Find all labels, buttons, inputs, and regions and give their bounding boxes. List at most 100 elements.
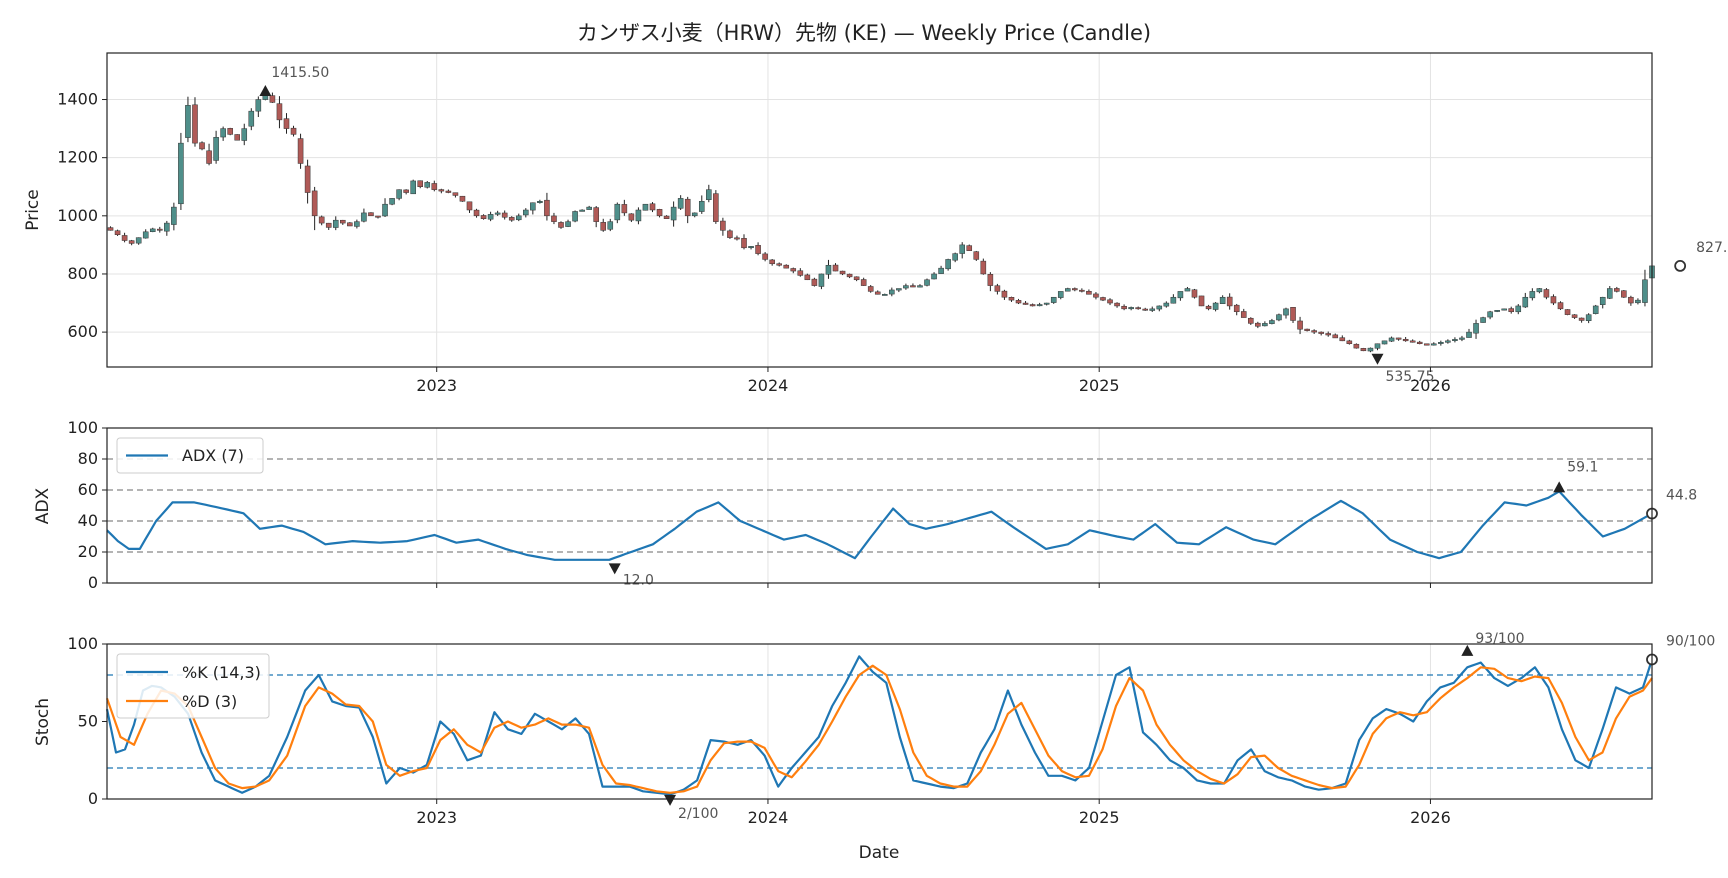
candle-body [431, 183, 438, 190]
candle-body [825, 264, 832, 275]
price-panel: 1415.50 535.75 827.75 600 800 1000 1200 1400 2… [23, 52, 1728, 395]
candle-body [487, 214, 494, 220]
candle-body [881, 294, 888, 296]
adx-x-ticks [436, 583, 1431, 588]
candle-body [1149, 308, 1156, 311]
candle-body [227, 128, 233, 135]
candle-body [1332, 334, 1339, 339]
stoch-lines [105, 655, 1654, 796]
candle-body [938, 267, 944, 274]
candle-body [670, 206, 677, 221]
candle-body [1353, 343, 1360, 349]
candle-body [987, 274, 994, 286]
candle-body [1628, 296, 1634, 304]
candle-body [1431, 343, 1437, 346]
candle-body [1557, 302, 1564, 310]
candle-body [952, 253, 958, 261]
candle-body [1184, 288, 1191, 292]
candle-body [121, 235, 128, 241]
candle-body [558, 222, 564, 228]
candle-body [867, 286, 874, 292]
series-line-adx-7- [106, 490, 1653, 561]
candle-body [424, 182, 431, 188]
candle-body [1325, 333, 1332, 336]
candle-body [1163, 302, 1170, 307]
candle-body [114, 230, 121, 235]
candle-body [642, 203, 649, 211]
candle-body [1022, 302, 1029, 305]
candle-body [1072, 288, 1078, 291]
candle-body [706, 189, 712, 200]
candle-body [720, 220, 726, 231]
candle-body [1086, 290, 1092, 295]
candle-body [192, 104, 198, 144]
candle-body [269, 95, 276, 103]
price-candles [107, 92, 1655, 353]
annotation-label: 93/100 [1475, 631, 1524, 647]
candle-body [959, 244, 965, 254]
stoch-gridlines [107, 644, 1652, 799]
candle-body [1522, 296, 1529, 308]
candle-body [354, 221, 360, 227]
candle-body [1219, 296, 1226, 304]
candle-body [649, 203, 656, 211]
candle-body [1205, 305, 1212, 310]
candle-body [579, 209, 585, 212]
candle-body [544, 199, 550, 217]
candle-body [1043, 302, 1050, 305]
candle-body [1388, 337, 1395, 342]
candle-body [347, 222, 353, 227]
adx-legend: ADX (7) [116, 437, 264, 474]
candle-body [452, 192, 459, 196]
max-marker [259, 85, 272, 97]
candle-body [311, 190, 318, 217]
candle-body [903, 285, 909, 289]
candle-body [1008, 297, 1015, 301]
stoch-legend: %K (14,3) %D (3) [116, 653, 270, 719]
candle-body [508, 217, 515, 221]
adx-legend-label: ADX (7) [182, 446, 244, 465]
candle-body [241, 128, 248, 141]
adx-lines [106, 490, 1653, 561]
candle-body [783, 264, 790, 269]
candle-body [1635, 299, 1641, 304]
candle-body [846, 273, 853, 278]
candle-body [403, 189, 409, 193]
candle-body [1262, 323, 1268, 327]
candle-body [1015, 300, 1022, 304]
candle-body [811, 278, 818, 286]
candle-body [593, 207, 599, 222]
candle-body [607, 221, 614, 230]
candle-body [332, 219, 339, 228]
candle-body [276, 103, 283, 121]
candle-body [1445, 340, 1451, 343]
price-y-ticks: 600 800 1000 1200 1400 [57, 90, 107, 341]
candle-body [1452, 339, 1458, 341]
max-marker [1553, 481, 1566, 493]
stoch-legend-d: %D (3) [182, 692, 237, 711]
annotation-label: 2/100 [678, 806, 718, 822]
candle-body [248, 110, 255, 127]
candle-body [628, 213, 635, 221]
candle-body [1592, 305, 1599, 314]
stoch-x-ticks: 2023 2024 2025 2026 [416, 799, 1451, 827]
candle-body [1409, 340, 1416, 343]
candle-body [684, 198, 691, 217]
candle-body [889, 289, 895, 295]
candle-body [635, 209, 642, 222]
candle-body [762, 253, 768, 260]
candle-body [769, 259, 775, 265]
candle-body [459, 195, 466, 202]
candle-body [297, 138, 304, 164]
candle-body [234, 134, 241, 141]
x-tick-label: 2023 [416, 808, 457, 827]
candle-body [741, 238, 747, 249]
y-tick-label: 1400 [57, 90, 98, 109]
candle-body [1255, 322, 1261, 327]
candle-body [1297, 320, 1303, 330]
candle-body [1402, 338, 1409, 342]
candle-body [797, 270, 804, 276]
candle-body [1515, 305, 1522, 313]
candle-body [157, 228, 163, 231]
